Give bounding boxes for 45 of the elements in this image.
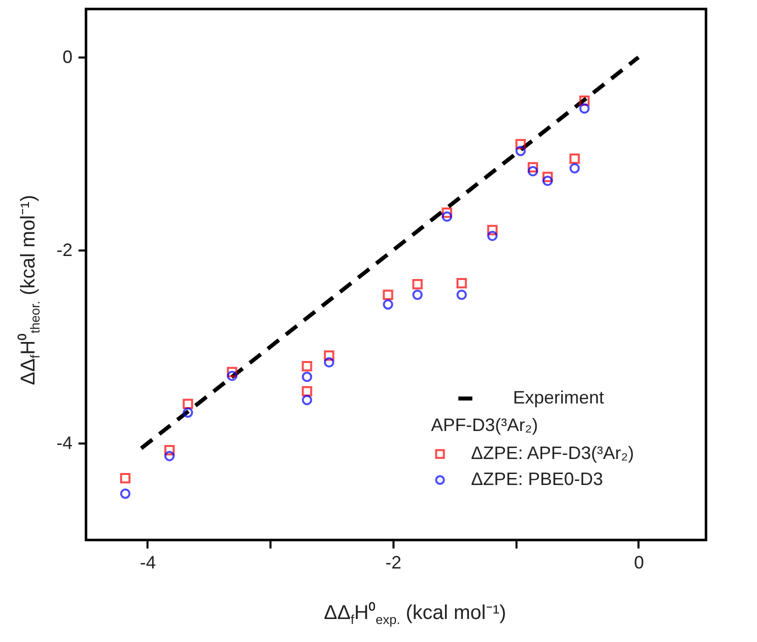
point (528, 166, 538, 176)
point (487, 224, 498, 236)
point (302, 372, 312, 382)
point (182, 407, 194, 418)
point (324, 350, 334, 361)
point (164, 450, 175, 462)
x-axis-title: ΔΔ$_{f}$H⁰$_{exp.}$ (kcal mol⁻¹) (322, 601, 508, 627)
point (528, 162, 538, 173)
point (515, 146, 526, 156)
legend-label: ΔZPE: PBE0-D3 (471, 469, 604, 489)
x-tick-label: -2 (385, 552, 402, 572)
point (579, 96, 590, 106)
point (569, 153, 580, 164)
legend-label: ΔZPE: APF-D3(³Ar₂) (471, 443, 634, 463)
legend-title: APF-D3(³Ar₂) (431, 415, 538, 435)
point (515, 138, 526, 150)
y-tick-label: -2 (56, 240, 72, 260)
point (120, 473, 130, 484)
point (226, 370, 238, 382)
point (302, 361, 312, 372)
legend-label: Experiment (513, 388, 604, 408)
point (412, 278, 423, 290)
point (226, 366, 238, 378)
point (182, 398, 194, 410)
point (542, 172, 553, 182)
point (542, 176, 553, 186)
point (302, 386, 312, 397)
point (120, 488, 130, 499)
point (164, 445, 175, 456)
y-tick-label: 0 (62, 46, 72, 67)
point (569, 163, 580, 174)
x-tick-label: 0 (634, 552, 644, 572)
point (456, 278, 467, 288)
point (412, 290, 423, 300)
y-tick-label: -4 (56, 432, 72, 453)
point (456, 290, 467, 300)
point (382, 299, 394, 310)
point (487, 230, 498, 242)
point (302, 394, 312, 406)
point (382, 290, 394, 300)
point (579, 103, 590, 114)
point (324, 357, 334, 368)
point (442, 211, 452, 222)
point (442, 208, 452, 218)
x-tick-label: -4 (140, 552, 156, 572)
